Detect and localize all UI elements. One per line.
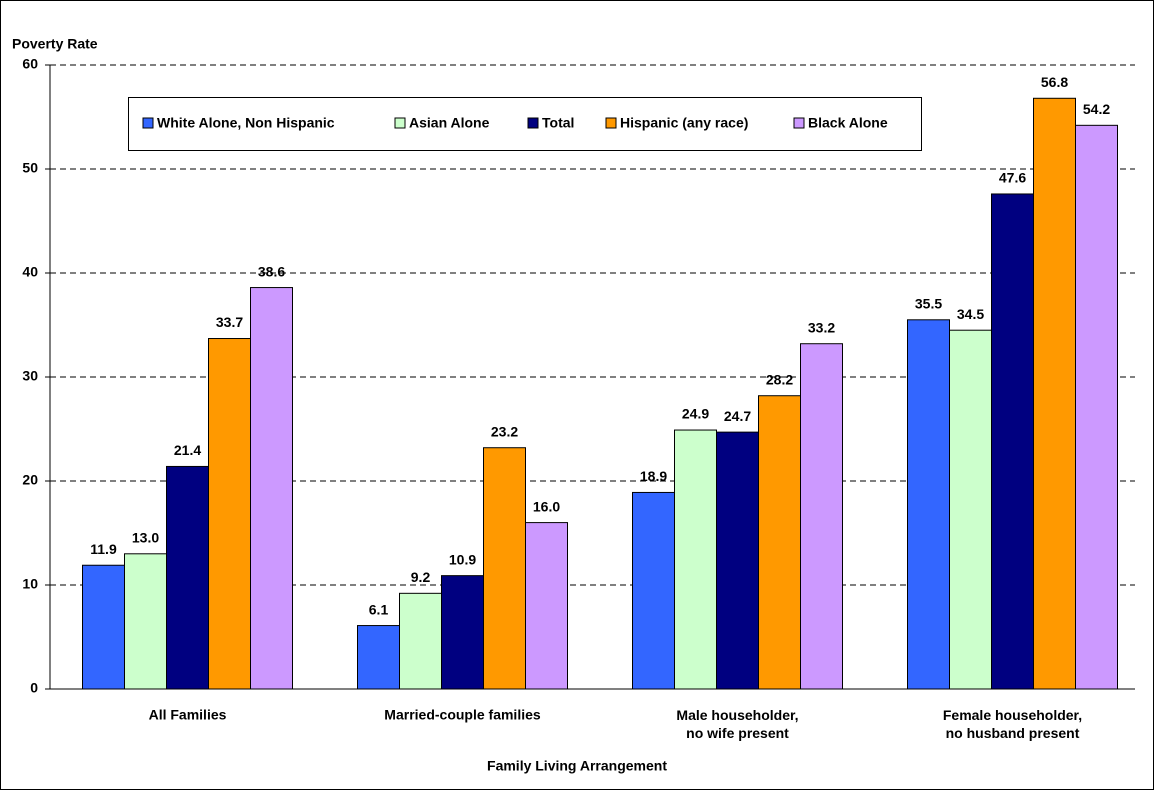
- y-tick-label: 10: [22, 576, 38, 592]
- bar: [907, 319, 950, 690]
- bar: [632, 491, 675, 690]
- bar: [949, 329, 992, 690]
- bar: [399, 592, 442, 690]
- legend-swatch: [605, 117, 617, 129]
- legend-swatch: [527, 117, 539, 129]
- bar: [124, 553, 167, 690]
- y-tick-label: 60: [22, 56, 38, 72]
- bar: [1075, 124, 1118, 690]
- data-label: 38.6: [258, 263, 285, 279]
- data-label: 33.7: [216, 314, 243, 330]
- legend-label: Hispanic (any race): [620, 115, 748, 131]
- bar: [758, 395, 801, 690]
- y-tick-label: 40: [22, 264, 38, 280]
- data-label: 11.9: [90, 541, 117, 557]
- bar: [800, 343, 843, 690]
- bar: [991, 193, 1034, 690]
- x-tick-label: Female householder, no husband present: [943, 707, 1082, 741]
- bar: [166, 465, 209, 690]
- data-label: 28.2: [766, 371, 793, 387]
- legend-label: Asian Alone: [409, 115, 490, 131]
- data-label: 33.2: [808, 319, 835, 335]
- legend-box: [128, 97, 922, 151]
- data-label: 16.0: [533, 498, 560, 514]
- x-tick-label: All Families: [149, 707, 227, 723]
- bar: [1033, 97, 1076, 690]
- bar: [716, 431, 759, 690]
- y-tick-label: 20: [22, 472, 38, 488]
- legend-swatch: [793, 117, 805, 129]
- data-label: 10.9: [449, 551, 476, 567]
- bar: [250, 287, 293, 690]
- legend-label: Total: [542, 115, 574, 131]
- data-label: 9.2: [411, 569, 431, 585]
- data-label: 56.8: [1041, 74, 1068, 90]
- legend-label: White Alone, Non Hispanic: [157, 115, 335, 131]
- bar: [82, 564, 125, 690]
- bar: [483, 447, 526, 690]
- bar: [525, 522, 568, 690]
- data-label: 13.0: [132, 530, 159, 546]
- data-label: 6.1: [369, 601, 389, 617]
- data-label: 54.2: [1083, 101, 1110, 117]
- data-label: 35.5: [915, 296, 942, 312]
- bar: [441, 575, 484, 690]
- data-label: 24.7: [724, 408, 751, 424]
- bar: [357, 625, 400, 690]
- x-tick-label: Male householder, no wife present: [676, 707, 798, 741]
- y-tick-label: 30: [22, 368, 38, 384]
- data-label: 47.6: [999, 170, 1026, 186]
- data-label: 18.9: [640, 468, 667, 484]
- legend-swatch: [142, 117, 154, 129]
- x-axis-title: Family Living Arrangement: [487, 758, 667, 774]
- y-tick-label: 0: [30, 680, 38, 696]
- x-tick-label: Married-couple families: [384, 707, 541, 723]
- data-label: 23.2: [491, 423, 518, 439]
- y-axis-title: Poverty Rate: [12, 36, 98, 52]
- legend-swatch: [394, 117, 406, 129]
- data-label: 21.4: [174, 442, 201, 458]
- bar: [674, 429, 717, 690]
- y-tick-label: 50: [22, 160, 38, 176]
- data-label: 24.9: [682, 406, 709, 422]
- legend-label: Black Alone: [808, 115, 888, 131]
- data-label: 34.5: [957, 306, 984, 322]
- bar: [208, 338, 251, 690]
